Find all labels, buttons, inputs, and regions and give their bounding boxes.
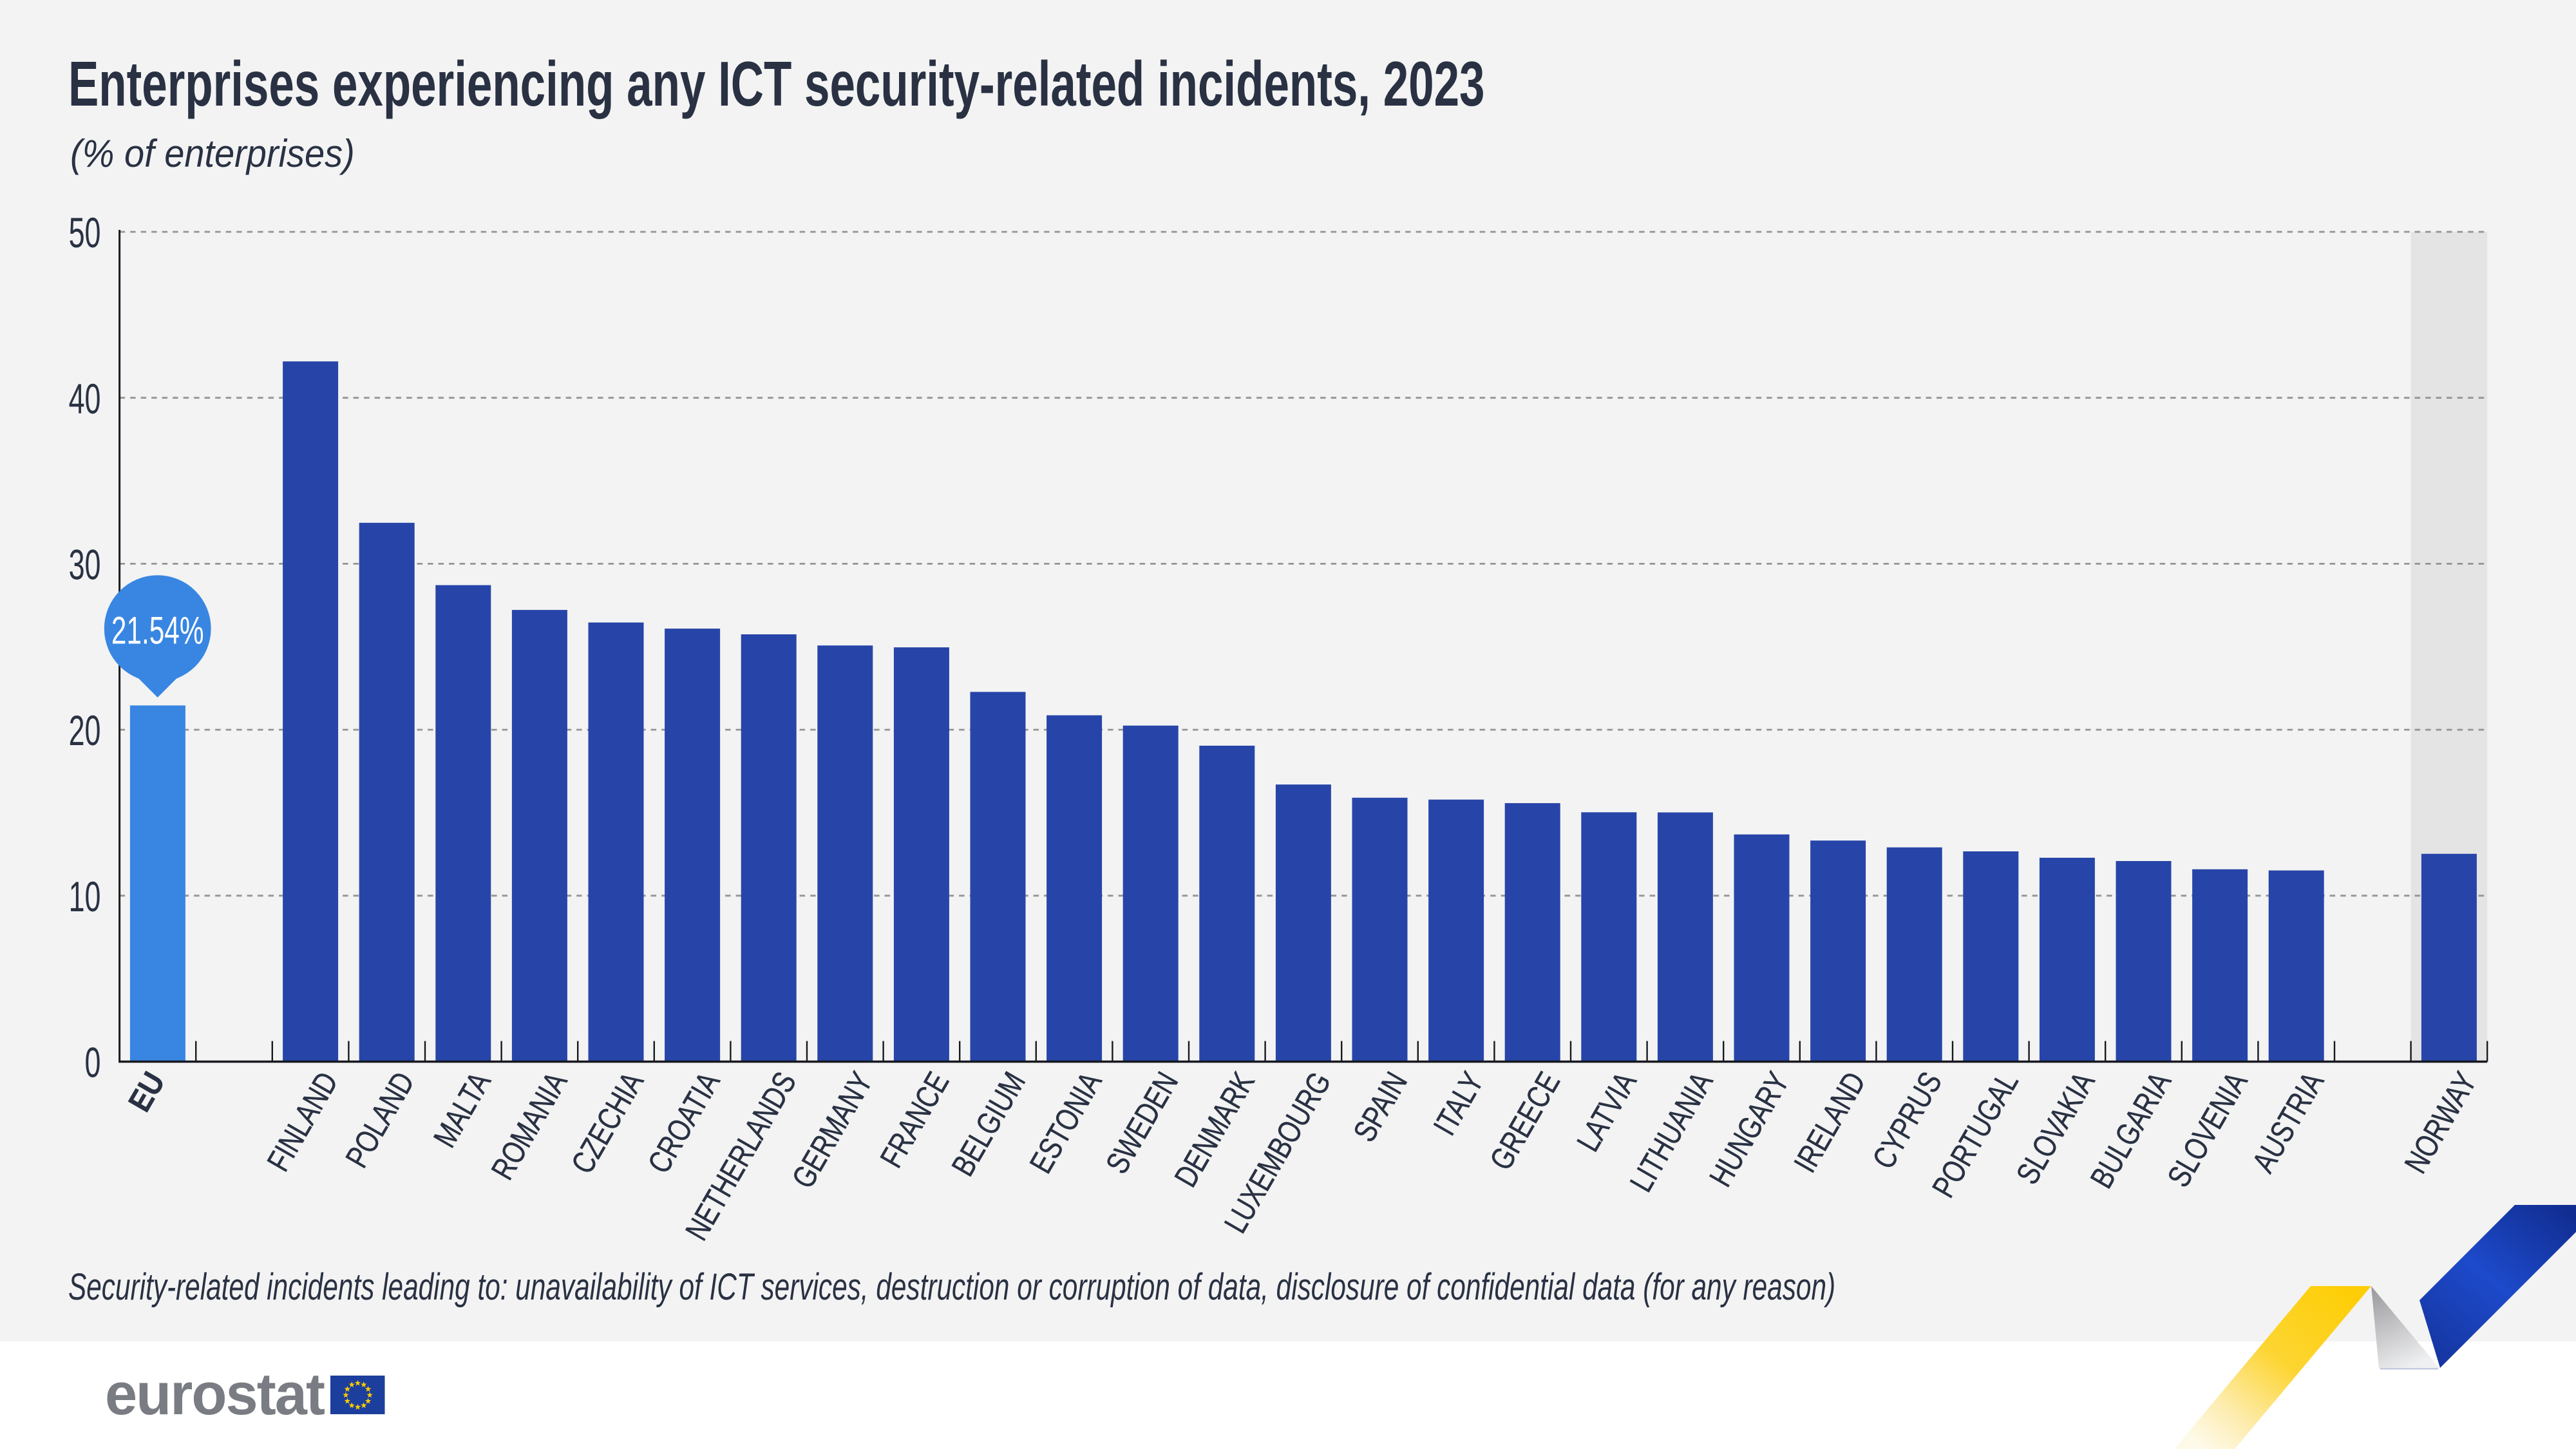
svg-text:FRANCE: FRANCE (874, 1066, 956, 1173)
svg-text:SPAIN: SPAIN (1347, 1066, 1414, 1148)
svg-text:0: 0 (85, 1039, 101, 1086)
svg-text:EU: EU (121, 1066, 171, 1117)
svg-text:ITALY: ITALY (1427, 1066, 1491, 1141)
svg-text:FINLAND: FINLAND (261, 1066, 345, 1177)
svg-text:CYPRUS: CYPRUS (1866, 1066, 1949, 1175)
svg-text:20: 20 (69, 707, 101, 755)
svg-text:50: 50 (69, 209, 101, 256)
svg-text:CZECHIA: CZECHIA (565, 1066, 650, 1180)
svg-text:GREECE: GREECE (1484, 1066, 1567, 1176)
svg-text:NORWAY: NORWAY (2398, 1066, 2484, 1179)
svg-text:BELGIUM: BELGIUM (945, 1066, 1032, 1182)
svg-text:LATVIA: LATVIA (1571, 1066, 1643, 1158)
svg-text:MALTA: MALTA (428, 1066, 498, 1153)
svg-text:IRELAND: IRELAND (1788, 1066, 1873, 1179)
svg-text:ROMANIA: ROMANIA (485, 1066, 574, 1186)
svg-text:AUSTRIA: AUSTRIA (2246, 1066, 2331, 1179)
svg-text:40: 40 (69, 375, 101, 422)
svg-text:ESTONIA: ESTONIA (1023, 1066, 1109, 1179)
svg-text:POLAND: POLAND (339, 1066, 421, 1173)
svg-text:21.54%: 21.54% (111, 609, 204, 652)
svg-text:10: 10 (69, 873, 101, 920)
svg-text:30: 30 (69, 541, 101, 589)
svg-text:CROATIA: CROATIA (641, 1066, 727, 1179)
svg-text:SWEDEN: SWEDEN (1099, 1066, 1185, 1180)
